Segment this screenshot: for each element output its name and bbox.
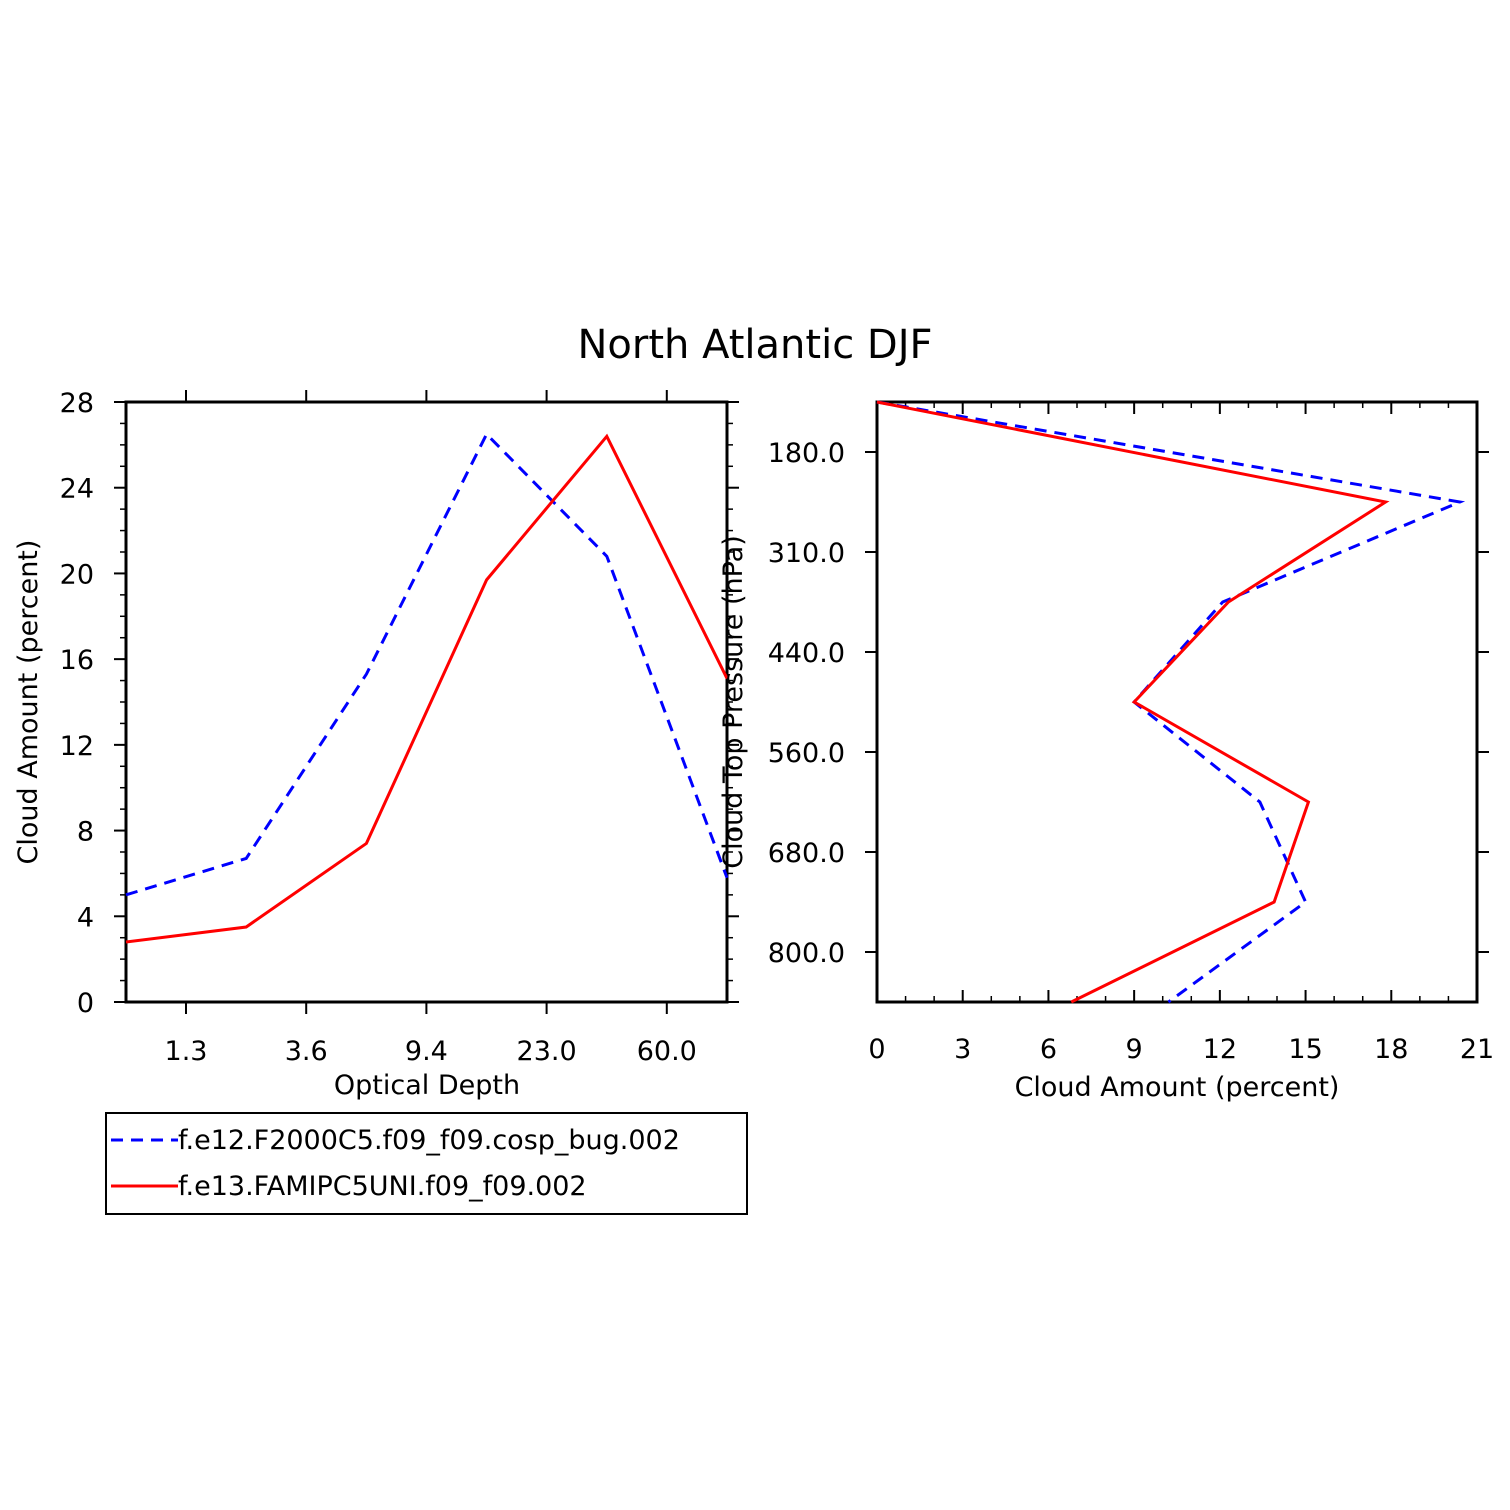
optical-depth-panel: 0 4 8 12 16 20 24 28 1.3 3.6 9.4 23.0 60.0 Optical D… bbox=[13, 388, 739, 1101]
right-y-tick-label: 440.0 bbox=[768, 638, 845, 669]
left-y-tick-label: 4 bbox=[77, 902, 94, 933]
right-y-tick-label: 310.0 bbox=[768, 538, 845, 569]
left-y-axis-label: Cloud Amount (percent) bbox=[13, 540, 44, 865]
left-x-tick-label: 9.4 bbox=[405, 1036, 448, 1067]
left-y-tick-label: 12 bbox=[60, 731, 94, 762]
cloud-top-pressure-panel: 0 3 6 9 12 15 18 21 180.0 310.0 440.0 560.0 680.0 800… bbox=[718, 400, 1494, 1103]
right-x-tick-label: 18 bbox=[1374, 1034, 1408, 1065]
left-x-tick-label: 1.3 bbox=[165, 1036, 208, 1067]
right-x-tick-label: 6 bbox=[1040, 1034, 1057, 1065]
legend-label-series-2: f.e13.FAMIPC5UNI.f09_f09.002 bbox=[178, 1171, 587, 1202]
right-x-tick-label: 12 bbox=[1203, 1034, 1237, 1065]
right-x-tick-label: 0 bbox=[868, 1034, 885, 1065]
left-x-axis-label: Optical Depth bbox=[334, 1070, 520, 1101]
right-y-tick-label: 680.0 bbox=[768, 838, 845, 869]
left-x-tick-label: 3.6 bbox=[285, 1036, 328, 1067]
right-y-tick-label: 560.0 bbox=[768, 738, 845, 769]
left-plot-frame bbox=[124, 400, 729, 1004]
right-tick-marks bbox=[865, 402, 1489, 1002]
left-y-tick-label: 20 bbox=[60, 559, 94, 590]
left-series-line-1 bbox=[125, 431, 729, 897]
left-x-tick-label: 23.0 bbox=[517, 1036, 577, 1067]
right-x-tick-label: 9 bbox=[1126, 1034, 1143, 1065]
left-y-tick-label: 24 bbox=[60, 474, 94, 505]
right-y-tick-label: 800.0 bbox=[768, 938, 845, 969]
right-series-lines bbox=[876, 400, 1466, 1004]
right-series-line-1 bbox=[876, 400, 1466, 1004]
left-x-tick-label: 60.0 bbox=[637, 1036, 697, 1067]
left-y-tick-label: 28 bbox=[60, 388, 94, 419]
right-x-tick-label: 3 bbox=[954, 1034, 971, 1065]
left-tick-marks bbox=[114, 390, 739, 1014]
left-series-line-2 bbox=[125, 433, 729, 944]
legend: f.e12.F2000C5.f09_f09.cosp_bug.002 f.e13… bbox=[105, 1112, 748, 1215]
right-series-line-2 bbox=[876, 400, 1390, 1004]
legend-box bbox=[105, 1112, 748, 1215]
right-tick-labels: 0 3 6 9 12 15 18 21 180.0 310.0 440.0 560.0 680.0 800… bbox=[768, 438, 1494, 1065]
right-x-tick-label: 15 bbox=[1288, 1034, 1322, 1065]
left-tick-labels: 0 4 8 12 16 20 24 28 1.3 3.6 9.4 23.0 60.0 bbox=[60, 388, 697, 1067]
right-x-tick-label: 21 bbox=[1460, 1034, 1494, 1065]
left-y-tick-label: 16 bbox=[60, 645, 94, 676]
right-y-axis-label: Cloud Top Pressure (hPa) bbox=[718, 535, 749, 869]
left-y-tick-label: 0 bbox=[77, 988, 94, 1019]
right-y-tick-label: 180.0 bbox=[768, 438, 845, 469]
figure-title: North Atlantic DJF bbox=[577, 322, 932, 368]
left-y-tick-label: 8 bbox=[77, 817, 94, 848]
legend-label-series-1: f.e12.F2000C5.f09_f09.cosp_bug.002 bbox=[178, 1125, 680, 1156]
right-x-axis-label: Cloud Amount (percent) bbox=[1015, 1072, 1340, 1103]
left-series-lines bbox=[125, 431, 729, 944]
right-plot-frame bbox=[875, 400, 1479, 1004]
